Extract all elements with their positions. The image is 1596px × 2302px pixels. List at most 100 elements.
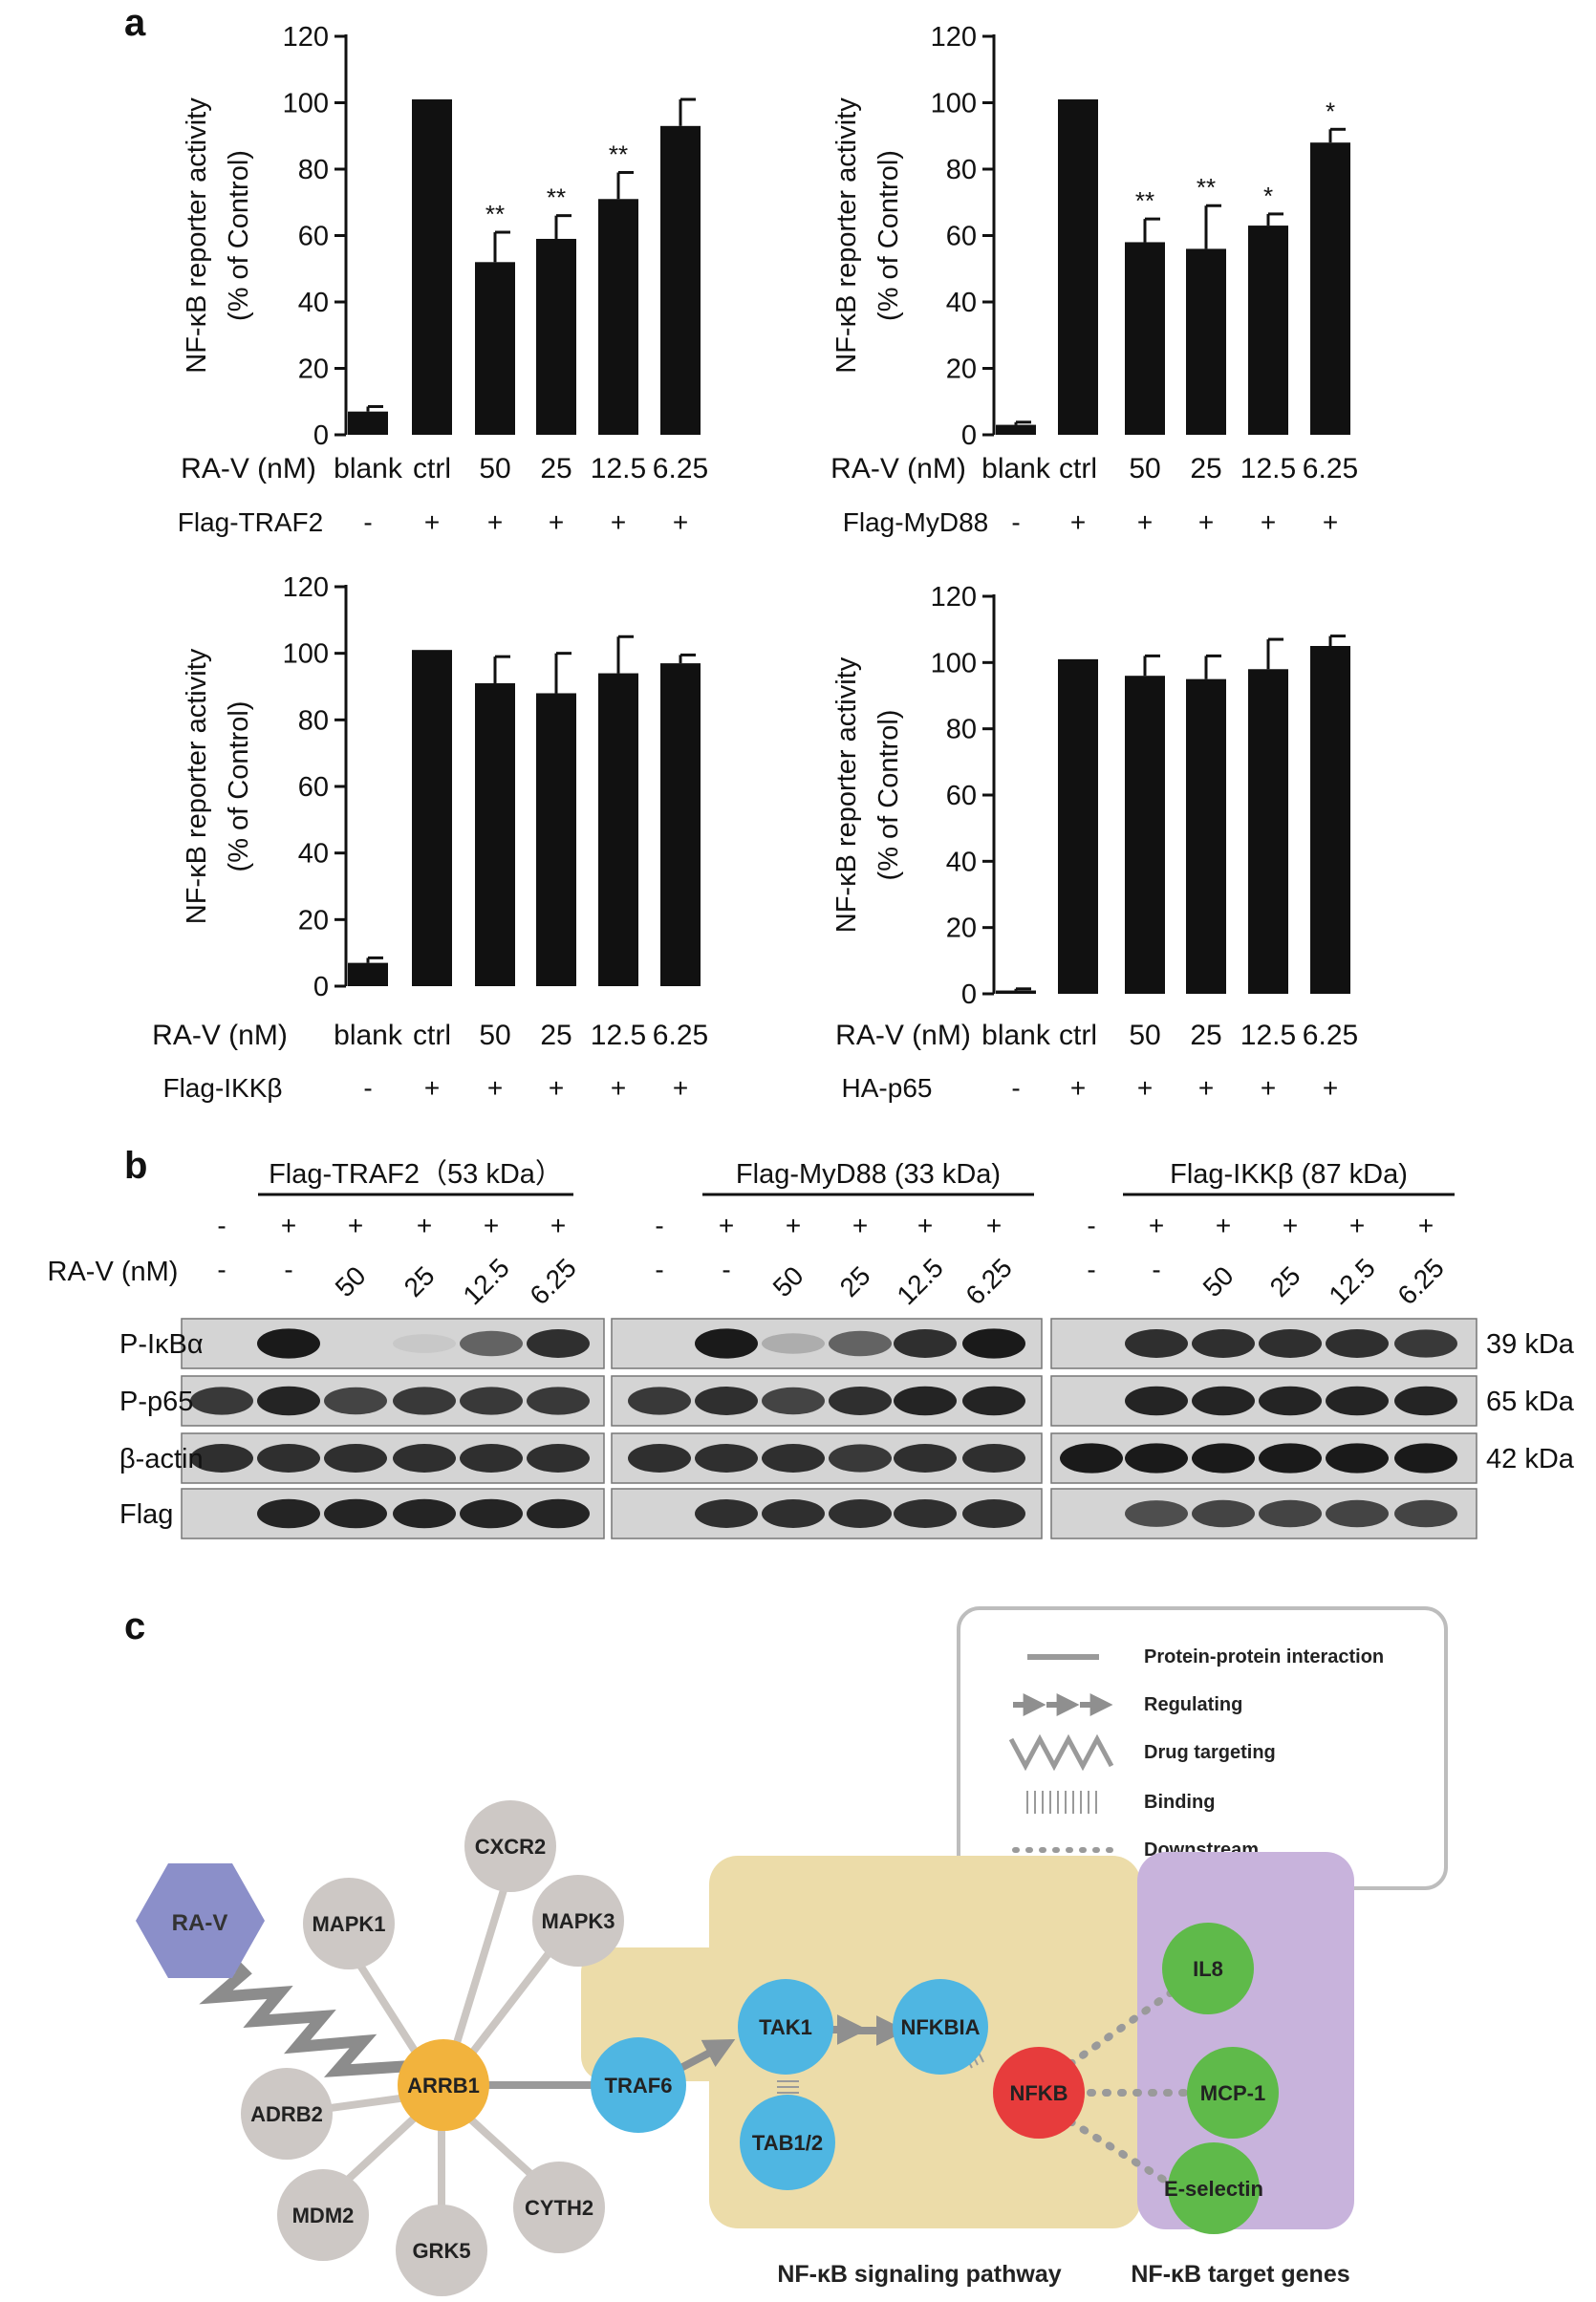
node-il8	[1162, 1923, 1254, 2014]
bar-chart-4: 0 20 40 60 80 100 120 NF-κB reporter activity (%…	[831, 582, 1358, 1103]
category-label: 12.5	[1240, 1020, 1296, 1051]
construct-row-label: Flag-MyD88	[843, 507, 988, 537]
category-label: 12.5	[591, 1020, 646, 1051]
y-tick-label: 0	[313, 972, 329, 1002]
bar-12.5	[598, 673, 638, 986]
blot-band	[1192, 1443, 1255, 1474]
blot-band	[393, 1387, 456, 1415]
blot-band	[1326, 1329, 1389, 1358]
node-traf6-label: TRAF6	[605, 2074, 673, 2098]
node-nfkbia-label: NFKBIA	[900, 2015, 980, 2039]
y-tick-label: 0	[313, 420, 329, 451]
blot-band	[962, 1499, 1025, 1528]
y-tick-label: 20	[298, 355, 329, 385]
blot-band	[695, 1444, 758, 1473]
dose-row-label: RA-V (nM)	[830, 453, 966, 484]
node-nfkb	[993, 2047, 1085, 2139]
construct-sign: -	[1087, 1211, 1095, 1240]
y-tick-label: 60	[298, 772, 329, 803]
blot-band	[1125, 1443, 1188, 1474]
y-tick-label: 40	[946, 288, 977, 318]
blot-strip	[611, 1318, 1043, 1369]
category-label: blank	[981, 1020, 1051, 1051]
blot-band	[460, 1330, 523, 1357]
legend-drug-targeting-swatch	[1008, 1733, 1114, 1772]
construct-sign: +	[281, 1211, 296, 1240]
blot-band	[1192, 1329, 1255, 1358]
treatment-sign: +	[611, 1073, 626, 1103]
blot-row-kda: 65 kDa	[1486, 1387, 1575, 1417]
treatment-sign: -	[1011, 1073, 1020, 1103]
y-tick-label: 20	[298, 905, 329, 936]
construct-sign: +	[986, 1211, 1002, 1240]
pathway-caption: NF-κB signaling pathway	[777, 2261, 1061, 2288]
bar-chart-2: 0 20 40 60 80 100 120 NF-κB reporter activity (%…	[830, 22, 1358, 537]
y-tick-label: 120	[931, 582, 977, 613]
treatment-sign: +	[424, 507, 440, 537]
panel-b-western-blots: Flag-TRAF2（53 kDa）- + + + + +- -50 25 12.5 6.25Fl…	[48, 1159, 1575, 1539]
treatment-sign: +	[673, 1073, 688, 1103]
blot-row-kda: 39 kDa	[1486, 1329, 1575, 1360]
blot-band	[1394, 1499, 1457, 1528]
y-tick-label: 100	[283, 89, 329, 119]
blot-group-1: Flag-TRAF2（53 kDa） - + + + + + - - 50 25 12.5 6.25	[181, 1159, 605, 1539]
treatment-sign: +	[1137, 507, 1153, 537]
blot-row-label: β-actin	[119, 1444, 204, 1474]
category-label: ctrl	[1059, 453, 1097, 484]
treatment-sign: -	[363, 1073, 372, 1103]
node-arrb1-hub	[398, 2039, 489, 2131]
bar-blank	[996, 424, 1036, 435]
node-nfkb-label: NFKB	[1009, 2081, 1068, 2105]
bar-25	[1186, 678, 1226, 994]
bar-chart-1: 0 20 40 60 80 100 120 NF-κB reporter activity (%…	[178, 22, 708, 537]
y-axis-title-line2: (% of Control)	[224, 701, 254, 872]
construct-sign: -	[655, 1211, 663, 1240]
y-tick-label: 60	[298, 222, 329, 252]
node-tab12	[740, 2095, 835, 2190]
category-label: ctrl	[413, 453, 451, 484]
blot-band	[628, 1387, 691, 1415]
node-tab12-label: TAB1/2	[752, 2131, 823, 2155]
blot-band	[829, 1330, 892, 1357]
blot-band	[324, 1387, 387, 1415]
blot-group-title: Flag-IKKβ (87 kDa)	[1170, 1159, 1408, 1190]
construct-sign: +	[417, 1211, 432, 1240]
construct-row-label: Flag-IKKβ	[162, 1073, 282, 1103]
blot-band	[460, 1498, 523, 1529]
dose-label: -	[722, 1255, 730, 1284]
blot-band	[628, 1444, 691, 1473]
blot-group-title: Flag-TRAF2（53 kDa）	[269, 1159, 563, 1190]
construct-sign: +	[719, 1211, 734, 1240]
panel-a-letter: a	[124, 2, 146, 44]
dose-label: 12.5	[1323, 1253, 1380, 1310]
treatment-sign: -	[1011, 507, 1020, 537]
blot-band	[1125, 1500, 1188, 1527]
y-tick-label: 80	[298, 705, 329, 736]
treatment-sign: +	[673, 507, 688, 537]
blot-band	[695, 1328, 758, 1359]
category-label: 6.25	[653, 1020, 708, 1051]
blot-band	[1259, 1499, 1322, 1528]
bar-25	[536, 238, 576, 435]
blot-band	[1394, 1386, 1457, 1416]
node-mapk1	[303, 1878, 395, 1969]
construct-sign: +	[1418, 1211, 1434, 1240]
category-label: 50	[479, 453, 510, 484]
node-tak1-label: TAK1	[759, 2015, 812, 2039]
treatment-sign: +	[487, 507, 503, 537]
blot-band	[527, 1498, 590, 1529]
node-mapk3	[532, 1875, 624, 1967]
dose-label: -	[655, 1255, 663, 1284]
significance-mark: **	[1135, 186, 1154, 215]
node-adrb2	[241, 2068, 333, 2160]
category-label: 25	[1190, 1020, 1221, 1051]
blot-row-label: P-IκBα	[119, 1329, 204, 1360]
targets-caption: NF-κB target genes	[1131, 2261, 1349, 2288]
drug-targeting-edge	[199, 1945, 412, 2077]
bar-blank	[348, 962, 388, 986]
y-tick-label: 100	[283, 639, 329, 670]
panel-c-letter: c	[124, 1605, 146, 1647]
bar-6.25	[660, 125, 701, 435]
node-mcp1	[1187, 2047, 1279, 2139]
node-grk5	[396, 2205, 487, 2296]
